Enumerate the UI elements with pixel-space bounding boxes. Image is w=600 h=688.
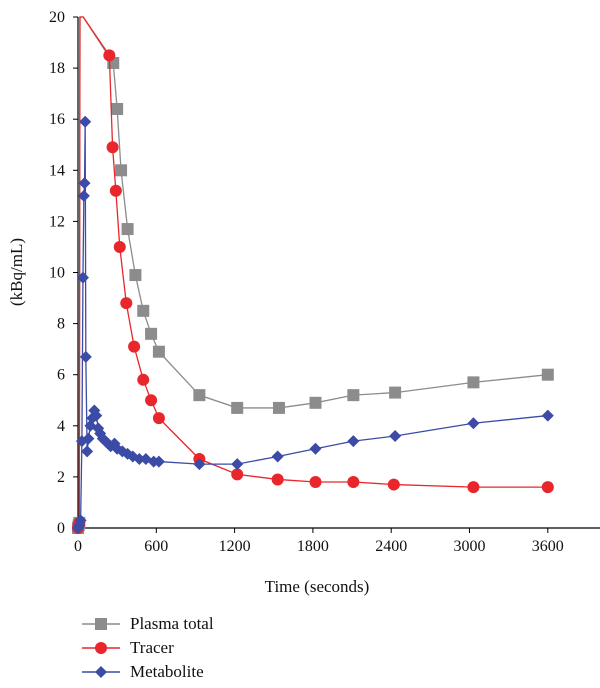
data-point-plasma-total [231, 401, 244, 414]
x-tick-label: 3600 [532, 538, 564, 555]
data-point-metabolite [79, 350, 92, 363]
data-point-tracer [309, 476, 322, 489]
x-axis-label: Time (seconds) [265, 577, 370, 596]
data-point-plasma-total [389, 386, 402, 399]
y-tick-label: 16 [49, 111, 65, 128]
legend: Plasma total Tracer Metabolite [82, 612, 214, 684]
data-point-tracer [387, 478, 400, 491]
y-axis-label: (kBq/mL) [7, 238, 26, 306]
data-point-plasma-total [347, 389, 360, 402]
data-point-plasma-total [309, 396, 322, 409]
x-tick-label: 1800 [297, 538, 329, 555]
data-point-metabolite [231, 458, 244, 471]
legend-label-tracer: Tracer [130, 638, 174, 657]
data-point-tracer [152, 412, 165, 425]
data-point-metabolite [77, 189, 90, 202]
data-point-tracer [106, 141, 119, 154]
legend-swatch-tracer [82, 642, 120, 654]
legend-swatch-metabolite [82, 666, 120, 678]
data-point-tracer [347, 476, 360, 489]
data-point-plasma-total [272, 401, 285, 414]
data-point-tracer [541, 481, 554, 494]
y-tick-label: 20 [49, 9, 65, 26]
y-tick-label: 14 [49, 162, 65, 179]
data-point-metabolite [271, 450, 284, 463]
data-point-metabolite [309, 442, 322, 455]
data-point-plasma-total [541, 368, 554, 381]
data-point-plasma-total [115, 164, 128, 177]
y-tick-label: 10 [49, 265, 65, 282]
data-point-plasma-total [121, 223, 134, 236]
data-point-plasma-total [145, 327, 158, 340]
data-point-tracer [109, 184, 122, 197]
data-point-plasma-total [467, 376, 480, 389]
data-point-metabolite [389, 430, 402, 443]
data-point-metabolite [193, 458, 206, 471]
y-tick-label: 18 [49, 60, 65, 77]
data-point-metabolite [467, 417, 480, 430]
data-point-metabolite [74, 514, 87, 527]
legend-item-tracer: Tracer [82, 636, 214, 660]
legend-item-plasma-total: Plasma total [82, 612, 214, 636]
y-tick-label: 6 [57, 367, 65, 384]
data-point-metabolite [82, 432, 95, 445]
y-tick-label: 2 [57, 469, 65, 486]
data-point-metabolite [541, 409, 554, 422]
data-point-metabolite [79, 115, 92, 128]
series-layer [72, 16, 554, 534]
x-tick-label: 600 [144, 538, 168, 555]
data-point-tracer [137, 373, 150, 386]
data-point-tracer [145, 394, 158, 407]
time-activity-chart: 0 2 4 6 8 10 12 14 16 18 20 0 600 1200 1800 2400 3000 360… [7, 9, 600, 596]
x-tick-label: 2400 [375, 538, 407, 555]
legend-label-plasma-total: Plasma total [130, 614, 214, 633]
y-tick-label: 8 [57, 316, 65, 333]
data-point-plasma-total [152, 345, 165, 358]
data-point-tracer [128, 340, 141, 353]
data-point-metabolite [133, 453, 146, 466]
series-line-tracer [77, 16, 548, 529]
series-metabolite [72, 115, 554, 534]
legend-label-metabolite: Metabolite [130, 662, 204, 681]
data-point-tracer [231, 468, 244, 481]
x-tick-label: 1200 [219, 538, 251, 555]
data-point-plasma-total [193, 389, 206, 402]
data-point-tracer [103, 49, 116, 62]
legend-swatch-plasma-total [82, 618, 120, 630]
data-point-metabolite [78, 177, 91, 190]
data-point-metabolite [152, 455, 165, 468]
data-point-plasma-total [111, 102, 124, 115]
x-tick-label: 0 [74, 538, 82, 555]
data-point-tracer [113, 240, 126, 253]
series-tracer [72, 16, 554, 534]
data-point-plasma-total [137, 304, 150, 317]
data-point-tracer [120, 297, 133, 310]
x-tick-label: 3000 [454, 538, 486, 555]
data-point-metabolite [76, 271, 89, 284]
legend-item-metabolite: Metabolite [82, 660, 214, 684]
data-point-metabolite [81, 445, 94, 458]
data-point-tracer [467, 481, 480, 494]
y-tick-label: 0 [57, 520, 65, 537]
y-tick-label: 4 [57, 418, 65, 435]
y-tick-label: 12 [49, 213, 65, 230]
data-point-tracer [271, 473, 284, 486]
axes: 0 2 4 6 8 10 12 14 16 18 20 0 600 1200 1800 2400 3000 360… [49, 9, 600, 555]
data-point-metabolite [347, 435, 360, 448]
data-point-metabolite [90, 409, 103, 422]
data-point-plasma-total [129, 269, 142, 282]
